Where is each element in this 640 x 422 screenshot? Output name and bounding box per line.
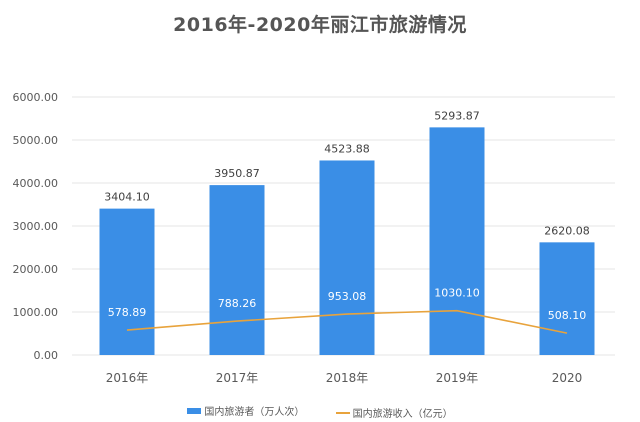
line-value-label: 578.89 — [108, 306, 147, 319]
line-value-label: 508.10 — [548, 309, 587, 322]
revenue-line — [126, 309, 568, 334]
x-tick-label: 2018年 — [326, 371, 369, 385]
y-tick-label: 3000.00 — [13, 220, 59, 233]
bar-value-label: 5293.87 — [434, 109, 480, 122]
line-value-label: 788.26 — [218, 297, 257, 310]
bar-value-label: 3950.87 — [214, 167, 260, 180]
x-tick-label: 2020 — [552, 371, 583, 385]
bar-value-label: 2620.08 — [544, 224, 590, 237]
chart-title: 2016年-2020年丽江市旅游情况 — [173, 14, 467, 36]
legend-line-swatch-icon — [335, 411, 350, 414]
y-tick-label: 5000.00 — [13, 134, 59, 147]
y-tick-label: 6000.00 — [13, 91, 59, 104]
line-value-label: 953.08 — [328, 290, 367, 303]
x-tick-label: 2016年 — [106, 371, 149, 385]
line-value-label: 1030.10 — [434, 287, 480, 300]
bar-value-label: 4523.88 — [324, 142, 370, 155]
legend-label-revenue: 国内旅游收入（亿元） — [352, 409, 453, 420]
y-tick-label: 0.00 — [34, 349, 59, 362]
y-tick-label: 2000.00 — [13, 263, 59, 276]
legend-label-visitors: 国内旅游者（万人次） — [204, 407, 305, 418]
chart-plot-area: 0.00 1000.00 2000.00 3000.00 4000.00 5000.00 6… — [13, 91, 615, 385]
y-tick-label: 1000.00 — [13, 306, 59, 319]
bar — [319, 160, 375, 355]
x-tick-label: 2019年 — [436, 371, 479, 385]
bar — [99, 208, 155, 355]
chart-legend: 国内旅游者（万人次） 国内旅游收入（亿元） — [0, 403, 640, 420]
x-tick-label: 2017年 — [216, 371, 259, 385]
bar — [429, 127, 485, 355]
y-tick-label: 4000.00 — [13, 177, 59, 190]
bar — [539, 242, 595, 355]
legend-item-visitors: 国内旅游者（万人次） — [187, 403, 304, 418]
legend-item-revenue: 国内旅游收入（亿元） — [335, 405, 453, 420]
legend-bar-swatch-icon — [187, 407, 202, 414]
bar-value-label: 3404.10 — [104, 191, 150, 204]
bar — [209, 185, 265, 355]
